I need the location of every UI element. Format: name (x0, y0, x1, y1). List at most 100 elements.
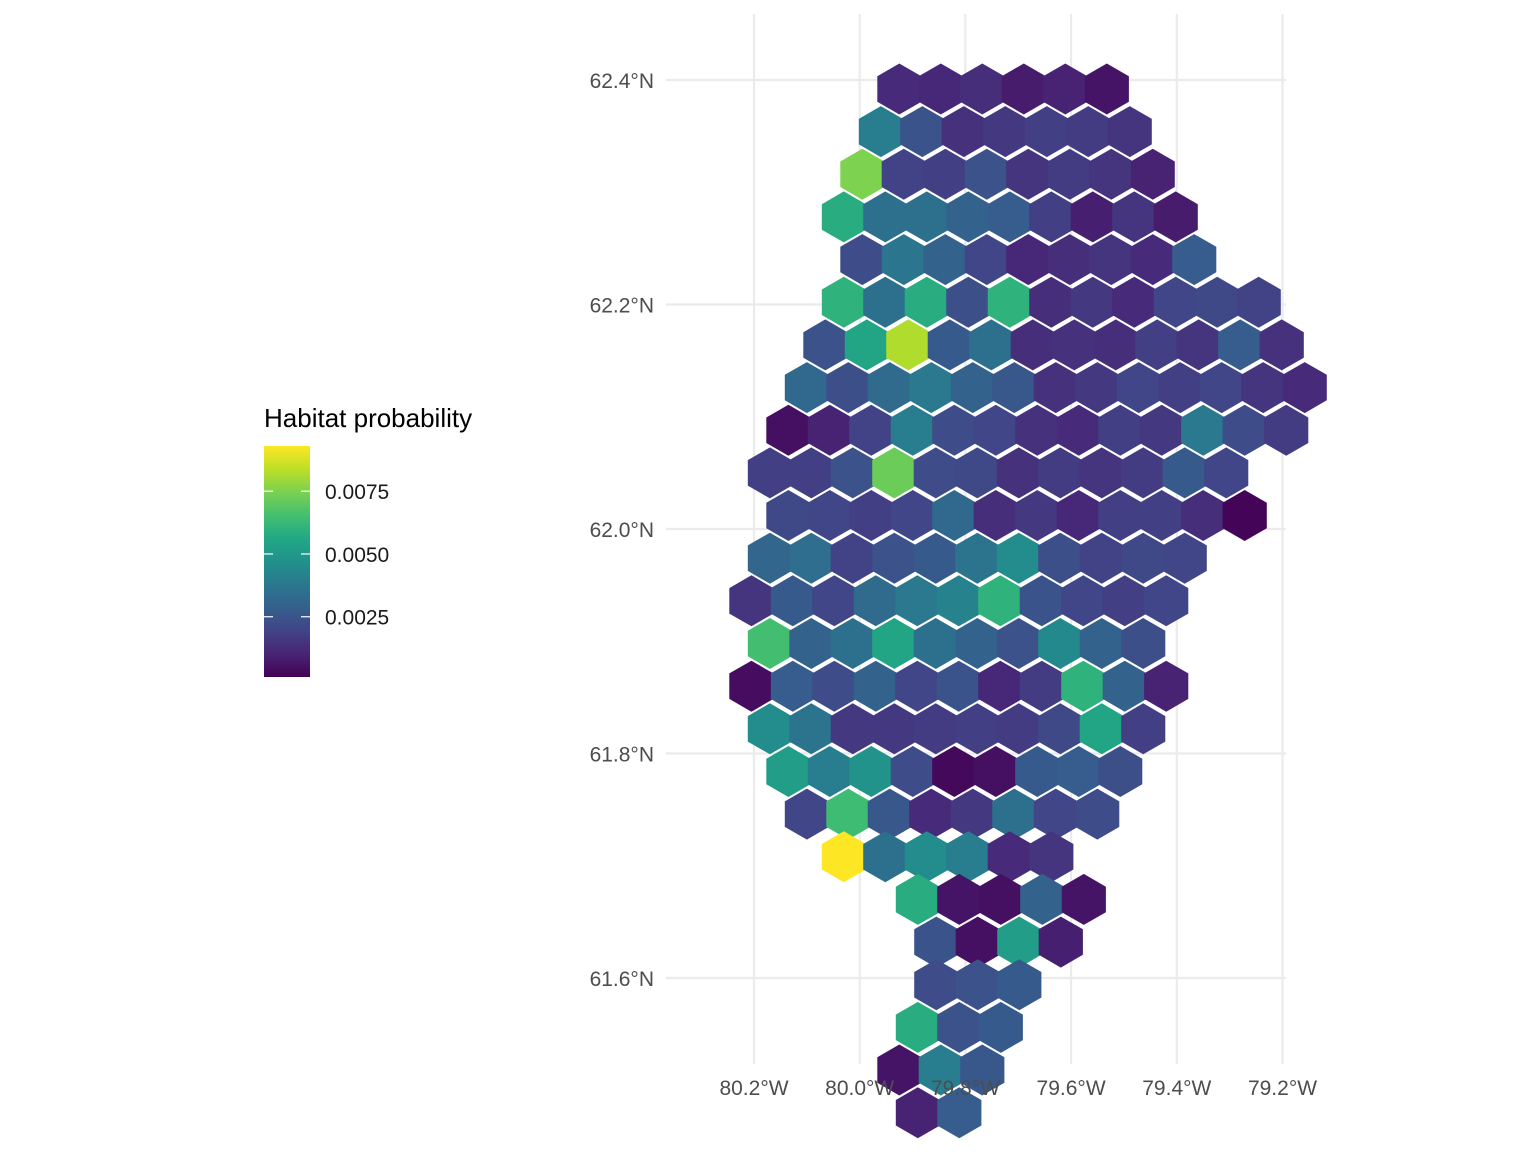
hexagon-cell (996, 703, 1041, 755)
hexagon-cell (867, 362, 912, 414)
hexagon-cell (830, 703, 875, 755)
x-axis-labels: 80.2°W 80.0°W 79.8°W 79.6°W 79.4°W 79.2°W (719, 1077, 1317, 1100)
hexagon-cell (996, 532, 1041, 584)
hexagon-cell (1015, 746, 1060, 797)
hexagon-cell (996, 618, 1041, 669)
hexagon-cell (1033, 788, 1078, 840)
legend-tick-label: 0.0075 (325, 481, 389, 504)
hexagon-cell (1010, 319, 1055, 371)
hexagon-cell (964, 148, 1009, 200)
hexagon-cell (937, 1001, 982, 1053)
x-tick-label: 79.4°W (1142, 1077, 1211, 1100)
hexagon-cell (1020, 873, 1065, 925)
hexagon-cell (1112, 276, 1157, 328)
hexagon-cell (872, 703, 917, 755)
hexagon-cell (1144, 660, 1189, 712)
hexagon-cell (1162, 447, 1207, 499)
hexagon-cell (1130, 234, 1175, 286)
legend-tick-label: 0.0050 (325, 544, 389, 567)
hexagon-cell (1070, 276, 1115, 328)
y-tick-label: 62.0°N (590, 519, 654, 542)
hexagon-cell (996, 447, 1041, 499)
hexagon-cell (987, 191, 1032, 243)
y-tick-label: 62.4°N (590, 70, 654, 93)
hexagon-cell (955, 618, 1000, 669)
hexagon-cell (1181, 404, 1226, 456)
hexagon-cell (955, 447, 1000, 499)
hexagon-cell (872, 618, 917, 669)
hexagon-cell (1116, 362, 1161, 414)
hexagon-cell (1061, 873, 1106, 925)
hexagon-cell (1047, 234, 1092, 286)
hexagon-cell (1079, 532, 1124, 584)
hexagon-cell (1056, 490, 1101, 541)
hexagon-cell (784, 362, 829, 414)
hexagon-cell (853, 575, 898, 627)
hexagon-cell (895, 1087, 940, 1139)
hexagon-cell (955, 532, 1000, 584)
x-tick-label: 80.0°W (825, 1077, 894, 1100)
hexagon-cell (1259, 319, 1304, 371)
hexagon-cell (955, 959, 1000, 1011)
hexagon-cell (872, 447, 917, 499)
hexagon-cell (918, 1044, 963, 1096)
hexagon-cell (770, 660, 815, 712)
hexagon-cell (1061, 660, 1106, 712)
hexagon-cell (821, 276, 866, 328)
hexagon-cell (1056, 746, 1101, 797)
y-tick-label: 61.6°N (590, 968, 654, 991)
hexagon-cell (1056, 404, 1101, 456)
hexagon-cell (913, 532, 958, 584)
hexagon-cell (1079, 618, 1124, 669)
hexagon-cell (747, 447, 792, 499)
hexagon-cell (830, 447, 875, 499)
hexagon-cell (821, 191, 866, 243)
hexagon-cell (987, 831, 1032, 883)
hexagon-cell (946, 191, 991, 243)
x-tick-label: 79.6°W (1037, 1077, 1106, 1100)
hexagon-cell (789, 703, 834, 755)
hexagon-cell (895, 1001, 940, 1053)
hexagon-cell (863, 276, 908, 328)
hexagon-cell (960, 63, 1005, 115)
hexagon-cell (863, 191, 908, 243)
hexagon-cell (932, 746, 977, 797)
hexagon-cell (1222, 490, 1267, 541)
hexagon-cell (1264, 404, 1309, 456)
hexagon-cell (881, 148, 926, 200)
hexagon-cell (950, 788, 995, 840)
hexagon-cell (1029, 831, 1074, 883)
hexagon-cell (1015, 404, 1060, 456)
hexagon-cell (858, 106, 903, 158)
hexagon-cell (1098, 490, 1143, 541)
hexagon-cell (1195, 276, 1240, 328)
hexagon-cell (830, 532, 875, 584)
hexagon-cell (1098, 404, 1143, 456)
hexagon-cell (895, 575, 940, 627)
hexagon-cell (1066, 106, 1111, 158)
hexagon-cell (863, 831, 908, 883)
hexagon-cell (1038, 916, 1083, 968)
hexagon-cell (1075, 362, 1120, 414)
hexagon-cell (1222, 404, 1267, 456)
hexagon-cell (1033, 362, 1078, 414)
hexagon-cell (1079, 703, 1124, 755)
hexagon-cell (789, 532, 834, 584)
hexagon-cell (978, 660, 1023, 712)
hexagon-cell (872, 532, 917, 584)
hexagon-cell (849, 404, 894, 456)
hexagon-cell (937, 873, 982, 925)
hexagon-cell (729, 660, 774, 712)
hexagon-cell (1038, 532, 1083, 584)
hexagon-cell (895, 873, 940, 925)
hexagon-cell (904, 191, 949, 243)
hexagon-cell (1089, 234, 1134, 286)
hexagon-cell (766, 746, 811, 797)
hexagon-cell (904, 831, 949, 883)
hexagon-cell (812, 575, 857, 627)
hexagon-cell (997, 916, 1042, 968)
hexagon-cell (890, 404, 935, 456)
hexagon-cell (941, 106, 986, 158)
hexagon-cell (1153, 191, 1198, 243)
